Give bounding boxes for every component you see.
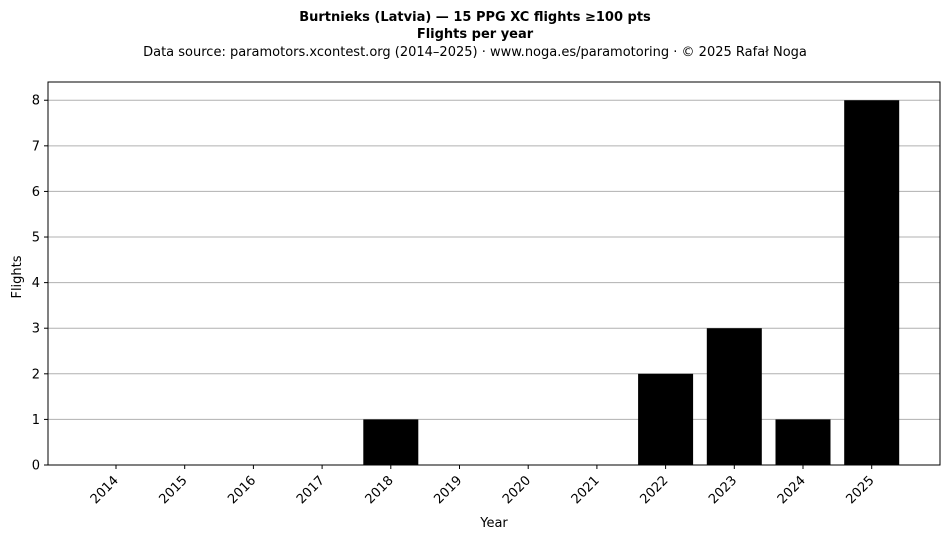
y-tick-label: 2 bbox=[32, 367, 40, 382]
x-tick-label: 2016 bbox=[225, 473, 259, 507]
x-tick-label: 2024 bbox=[775, 473, 809, 507]
x-tick-label: 2015 bbox=[157, 473, 191, 507]
x-tick-label: 2020 bbox=[500, 473, 534, 507]
bar-2022 bbox=[638, 373, 694, 465]
x-tick-label: 2025 bbox=[844, 473, 878, 507]
y-tick-label: 1 bbox=[32, 413, 40, 428]
x-tick-label: 2022 bbox=[637, 473, 671, 507]
x-tick-label: 2014 bbox=[88, 473, 122, 507]
y-tick-label: 5 bbox=[32, 231, 40, 246]
x-tick-label: 2021 bbox=[569, 473, 603, 507]
y-axis-label: Flights bbox=[10, 255, 25, 298]
y-tick-label: 8 bbox=[32, 94, 40, 109]
x-tick-label: 2023 bbox=[706, 473, 740, 507]
x-tick-label: 2019 bbox=[431, 473, 465, 507]
bar-2025 bbox=[844, 100, 900, 465]
grid-lines bbox=[48, 99, 940, 466]
plot-frame bbox=[47, 81, 941, 466]
y-tick-label: 4 bbox=[32, 276, 40, 291]
x-axis-label: Year bbox=[479, 516, 508, 531]
x-tick-label: 2017 bbox=[294, 473, 328, 507]
y-tick-label: 6 bbox=[32, 185, 40, 200]
bar-2023 bbox=[706, 328, 762, 465]
chart-title-line1: Burtnieks (Latvia) — 15 PPG XC flights ≥… bbox=[299, 10, 651, 25]
x-tick-label: 2018 bbox=[363, 473, 397, 507]
chart-subtitle: Data source: paramotors.xcontest.org (20… bbox=[143, 45, 807, 60]
y-tick-label: 7 bbox=[32, 139, 40, 154]
bar-2024 bbox=[775, 419, 831, 465]
y-tick-label: 3 bbox=[32, 322, 40, 337]
bar-2018 bbox=[363, 419, 419, 465]
bars bbox=[363, 100, 900, 465]
y-tick-label: 0 bbox=[32, 459, 40, 474]
chart-title-line2: Flights per year bbox=[417, 27, 534, 42]
